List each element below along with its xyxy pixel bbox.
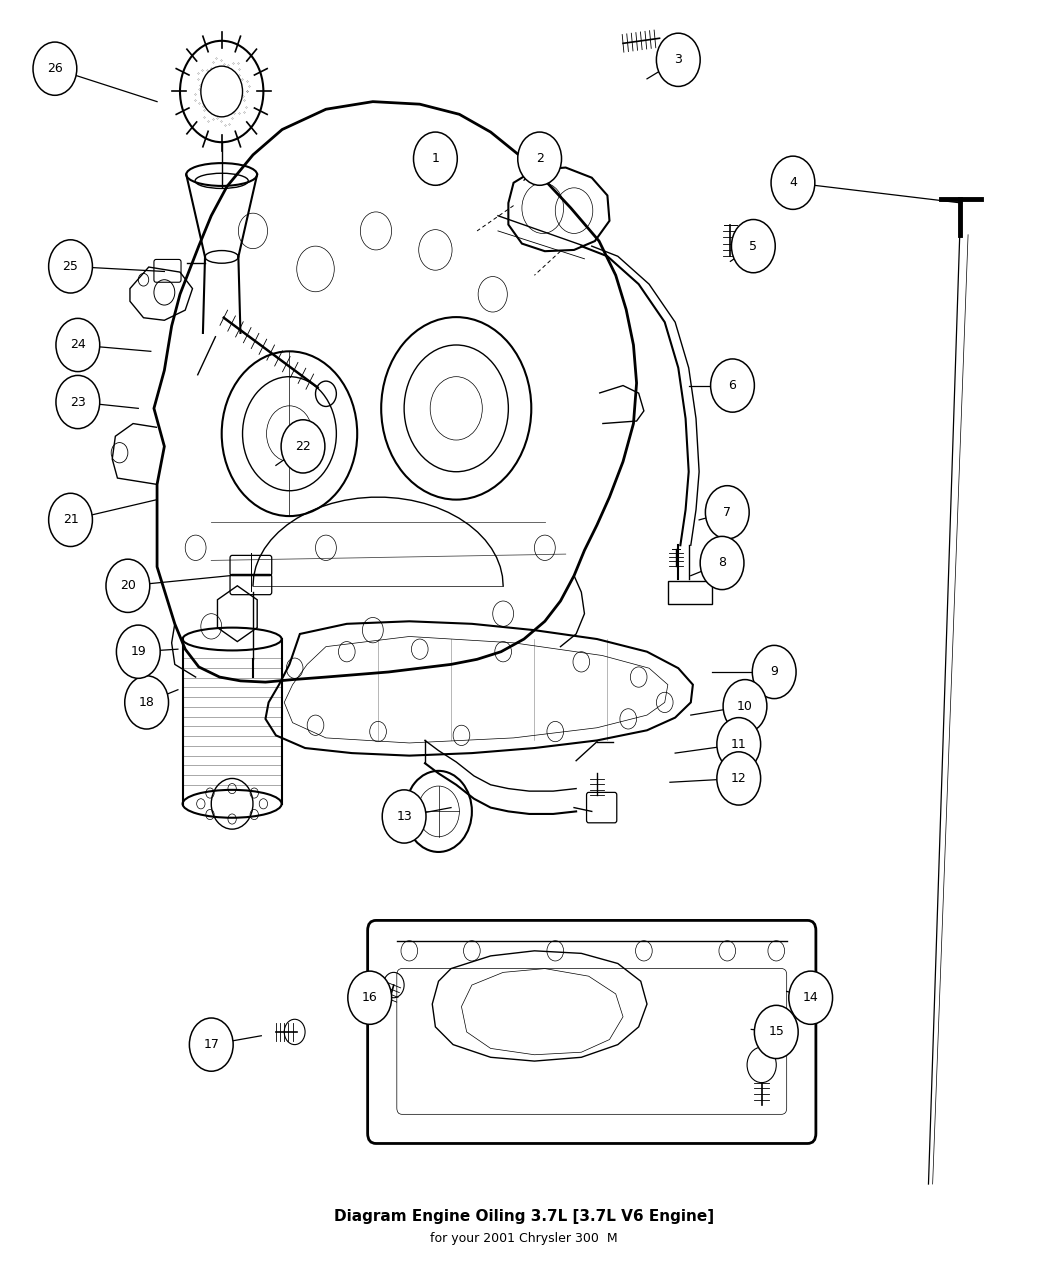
- Circle shape: [116, 625, 160, 679]
- Text: Diagram Engine Oiling 3.7L [3.7L V6 Engine]: Diagram Engine Oiling 3.7L [3.7L V6 Engi…: [334, 1209, 714, 1225]
- Circle shape: [752, 645, 796, 699]
- Circle shape: [789, 971, 832, 1025]
- Circle shape: [383, 789, 425, 843]
- Circle shape: [190, 1018, 233, 1072]
- Circle shape: [656, 33, 700, 87]
- Text: 7: 7: [723, 505, 732, 519]
- Circle shape: [771, 157, 815, 209]
- Text: 8: 8: [718, 556, 726, 569]
- Text: 6: 6: [728, 379, 737, 392]
- Text: 10: 10: [737, 700, 752, 713]
- Text: 2: 2: [536, 153, 544, 165]
- Circle shape: [32, 42, 77, 95]
- Text: 12: 12: [730, 771, 746, 785]
- Text: 15: 15: [768, 1026, 784, 1039]
- Circle shape: [414, 132, 457, 186]
- Text: 4: 4: [789, 176, 796, 190]
- Text: 16: 16: [362, 992, 377, 1004]
- Text: 22: 22: [296, 440, 311, 453]
- Text: 14: 14: [803, 992, 818, 1004]
- Text: 20: 20: [119, 579, 136, 592]
- Text: 1: 1: [432, 153, 439, 165]
- Circle shape: [281, 420, 325, 474]
- Circle shape: [48, 239, 92, 293]
- Circle shape: [711, 359, 755, 412]
- Circle shape: [705, 486, 749, 538]
- Text: 25: 25: [63, 260, 79, 272]
- Circle shape: [723, 680, 767, 733]
- Circle shape: [48, 493, 92, 546]
- Text: for your 2001 Chrysler 300  M: for your 2001 Chrysler 300 M: [430, 1232, 618, 1245]
- Circle shape: [717, 718, 761, 771]
- Circle shape: [125, 676, 169, 729]
- Circle shape: [56, 318, 100, 372]
- Text: 21: 21: [63, 513, 79, 527]
- Circle shape: [106, 559, 150, 612]
- Circle shape: [700, 536, 744, 589]
- Text: 24: 24: [70, 339, 86, 351]
- Text: 3: 3: [674, 53, 682, 66]
- Circle shape: [348, 971, 392, 1025]
- Circle shape: [732, 219, 776, 272]
- Text: 26: 26: [47, 62, 63, 75]
- Text: 11: 11: [730, 738, 746, 751]
- Text: 23: 23: [70, 396, 86, 409]
- Text: 17: 17: [203, 1037, 219, 1051]
- Circle shape: [755, 1006, 799, 1059]
- Text: 19: 19: [130, 645, 146, 658]
- Circle shape: [56, 376, 100, 429]
- Text: 9: 9: [770, 666, 778, 679]
- Text: 18: 18: [138, 696, 154, 709]
- Circle shape: [518, 132, 562, 186]
- Circle shape: [717, 752, 761, 805]
- Text: 13: 13: [396, 810, 412, 822]
- Text: 5: 5: [749, 239, 758, 252]
